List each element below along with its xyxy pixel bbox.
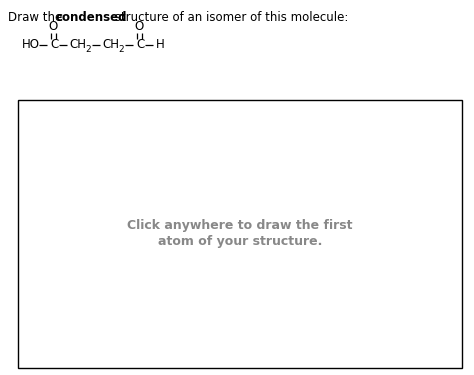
Text: Draw the: Draw the [8,11,66,24]
Text: C: C [136,39,144,51]
Text: CH: CH [102,39,119,51]
Text: C: C [50,39,58,51]
Text: 2: 2 [118,45,124,54]
Bar [18,100,462,368]
Text: 2: 2 [85,45,91,54]
Text: HO: HO [22,39,40,51]
Text: Click anywhere to draw the first: Click anywhere to draw the first [127,219,353,232]
Text: structure of an isomer of this molecule:: structure of an isomer of this molecule: [111,11,348,24]
Text: O: O [135,21,144,33]
Text: condensed: condensed [56,11,128,24]
Text: atom of your structure.: atom of your structure. [158,236,322,249]
Text: H: H [156,39,165,51]
Text: CH: CH [69,39,86,51]
Text: O: O [49,21,58,33]
